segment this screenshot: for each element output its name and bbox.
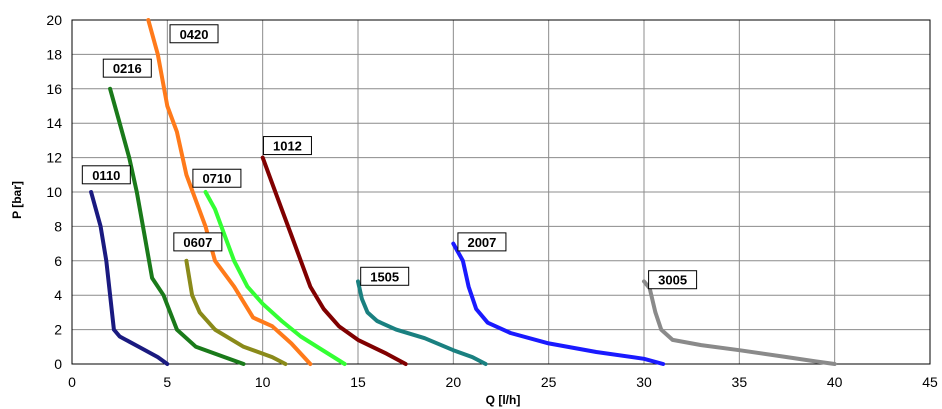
series-label-0607: 0607 xyxy=(173,232,223,252)
series-label-box xyxy=(81,165,131,185)
series-label-box xyxy=(360,266,410,286)
series-label-1012: 1012 xyxy=(262,136,312,156)
series-line-3005 xyxy=(642,279,837,366)
y-tick-label: 20 xyxy=(46,12,62,28)
x-tick-label: 5 xyxy=(163,374,171,390)
x-tick-label: 35 xyxy=(732,374,748,390)
series-label-box xyxy=(102,58,152,78)
x-tick-label: 30 xyxy=(636,374,652,390)
y-tick-label: 10 xyxy=(46,184,62,200)
series-label-text: 0710 xyxy=(202,171,231,186)
series-label-text: 0110 xyxy=(92,168,120,183)
series-label-box xyxy=(262,136,312,156)
x-tick-label: 10 xyxy=(255,374,271,390)
y-tick-label: 0 xyxy=(54,356,62,372)
series-line-0216 xyxy=(108,86,246,366)
series-label-2007: 2007 xyxy=(457,232,507,252)
series-line-0420 xyxy=(146,18,313,366)
series-label-box xyxy=(648,270,698,290)
y-tick-label: 18 xyxy=(46,46,62,62)
series-line-1012 xyxy=(260,155,408,366)
y-axis-ticks: 0 2 4 6 8 10 12 14 16 18 20 xyxy=(46,12,62,372)
series-label-box xyxy=(169,24,219,44)
series-label-1505: 1505 xyxy=(360,266,410,286)
series-label-text: 0607 xyxy=(183,235,212,250)
series-label-0216: 0216 xyxy=(102,58,152,78)
series-label-text: 0216 xyxy=(113,61,142,76)
series-label-text: 1012 xyxy=(273,139,302,154)
x-axis-title: Q [l/h] xyxy=(486,393,521,407)
y-tick-label: 6 xyxy=(54,253,62,269)
x-tick-label: 15 xyxy=(350,374,366,390)
series-lines xyxy=(89,18,837,366)
series-label-box xyxy=(173,232,223,252)
series-label-text: 1505 xyxy=(370,269,399,284)
series-line-1505 xyxy=(356,279,488,366)
y-tick-label: 2 xyxy=(54,322,62,338)
y-tick-label: 14 xyxy=(46,115,62,131)
series-label-0710: 0710 xyxy=(192,168,242,188)
series-line-2007 xyxy=(451,241,666,366)
y-axis-title: P [bar] xyxy=(10,181,24,219)
series-label-0110: 0110 xyxy=(81,165,131,185)
x-tick-label: 25 xyxy=(541,374,557,390)
series-label-text: 2007 xyxy=(467,235,496,250)
series-labels: 0110 0216 0420 0607 0710 1012 1505 2007 3005 xyxy=(81,24,698,290)
y-tick-label: 4 xyxy=(54,287,62,303)
series-label-0420: 0420 xyxy=(169,24,219,44)
series-label-box xyxy=(192,168,242,188)
y-tick-label: 12 xyxy=(46,150,62,166)
x-axis-ticks: 0 5 10 15 20 25 30 35 40 45 xyxy=(68,374,938,390)
series-label-3005: 3005 xyxy=(648,270,698,290)
x-tick-label: 45 xyxy=(922,374,938,390)
series-label-text: 3005 xyxy=(658,273,687,288)
x-tick-label: 20 xyxy=(446,374,462,390)
series-line-0607 xyxy=(184,258,288,366)
y-tick-label: 16 xyxy=(46,81,62,97)
x-tick-label: 40 xyxy=(827,374,843,390)
series-line-0710 xyxy=(203,190,347,366)
plot-frame xyxy=(71,19,931,365)
x-tick-label: 0 xyxy=(68,374,76,390)
series-label-text: 0420 xyxy=(180,27,209,42)
y-tick-label: 8 xyxy=(54,218,62,234)
series-label-box xyxy=(457,232,507,252)
series-line-0110 xyxy=(89,190,170,366)
